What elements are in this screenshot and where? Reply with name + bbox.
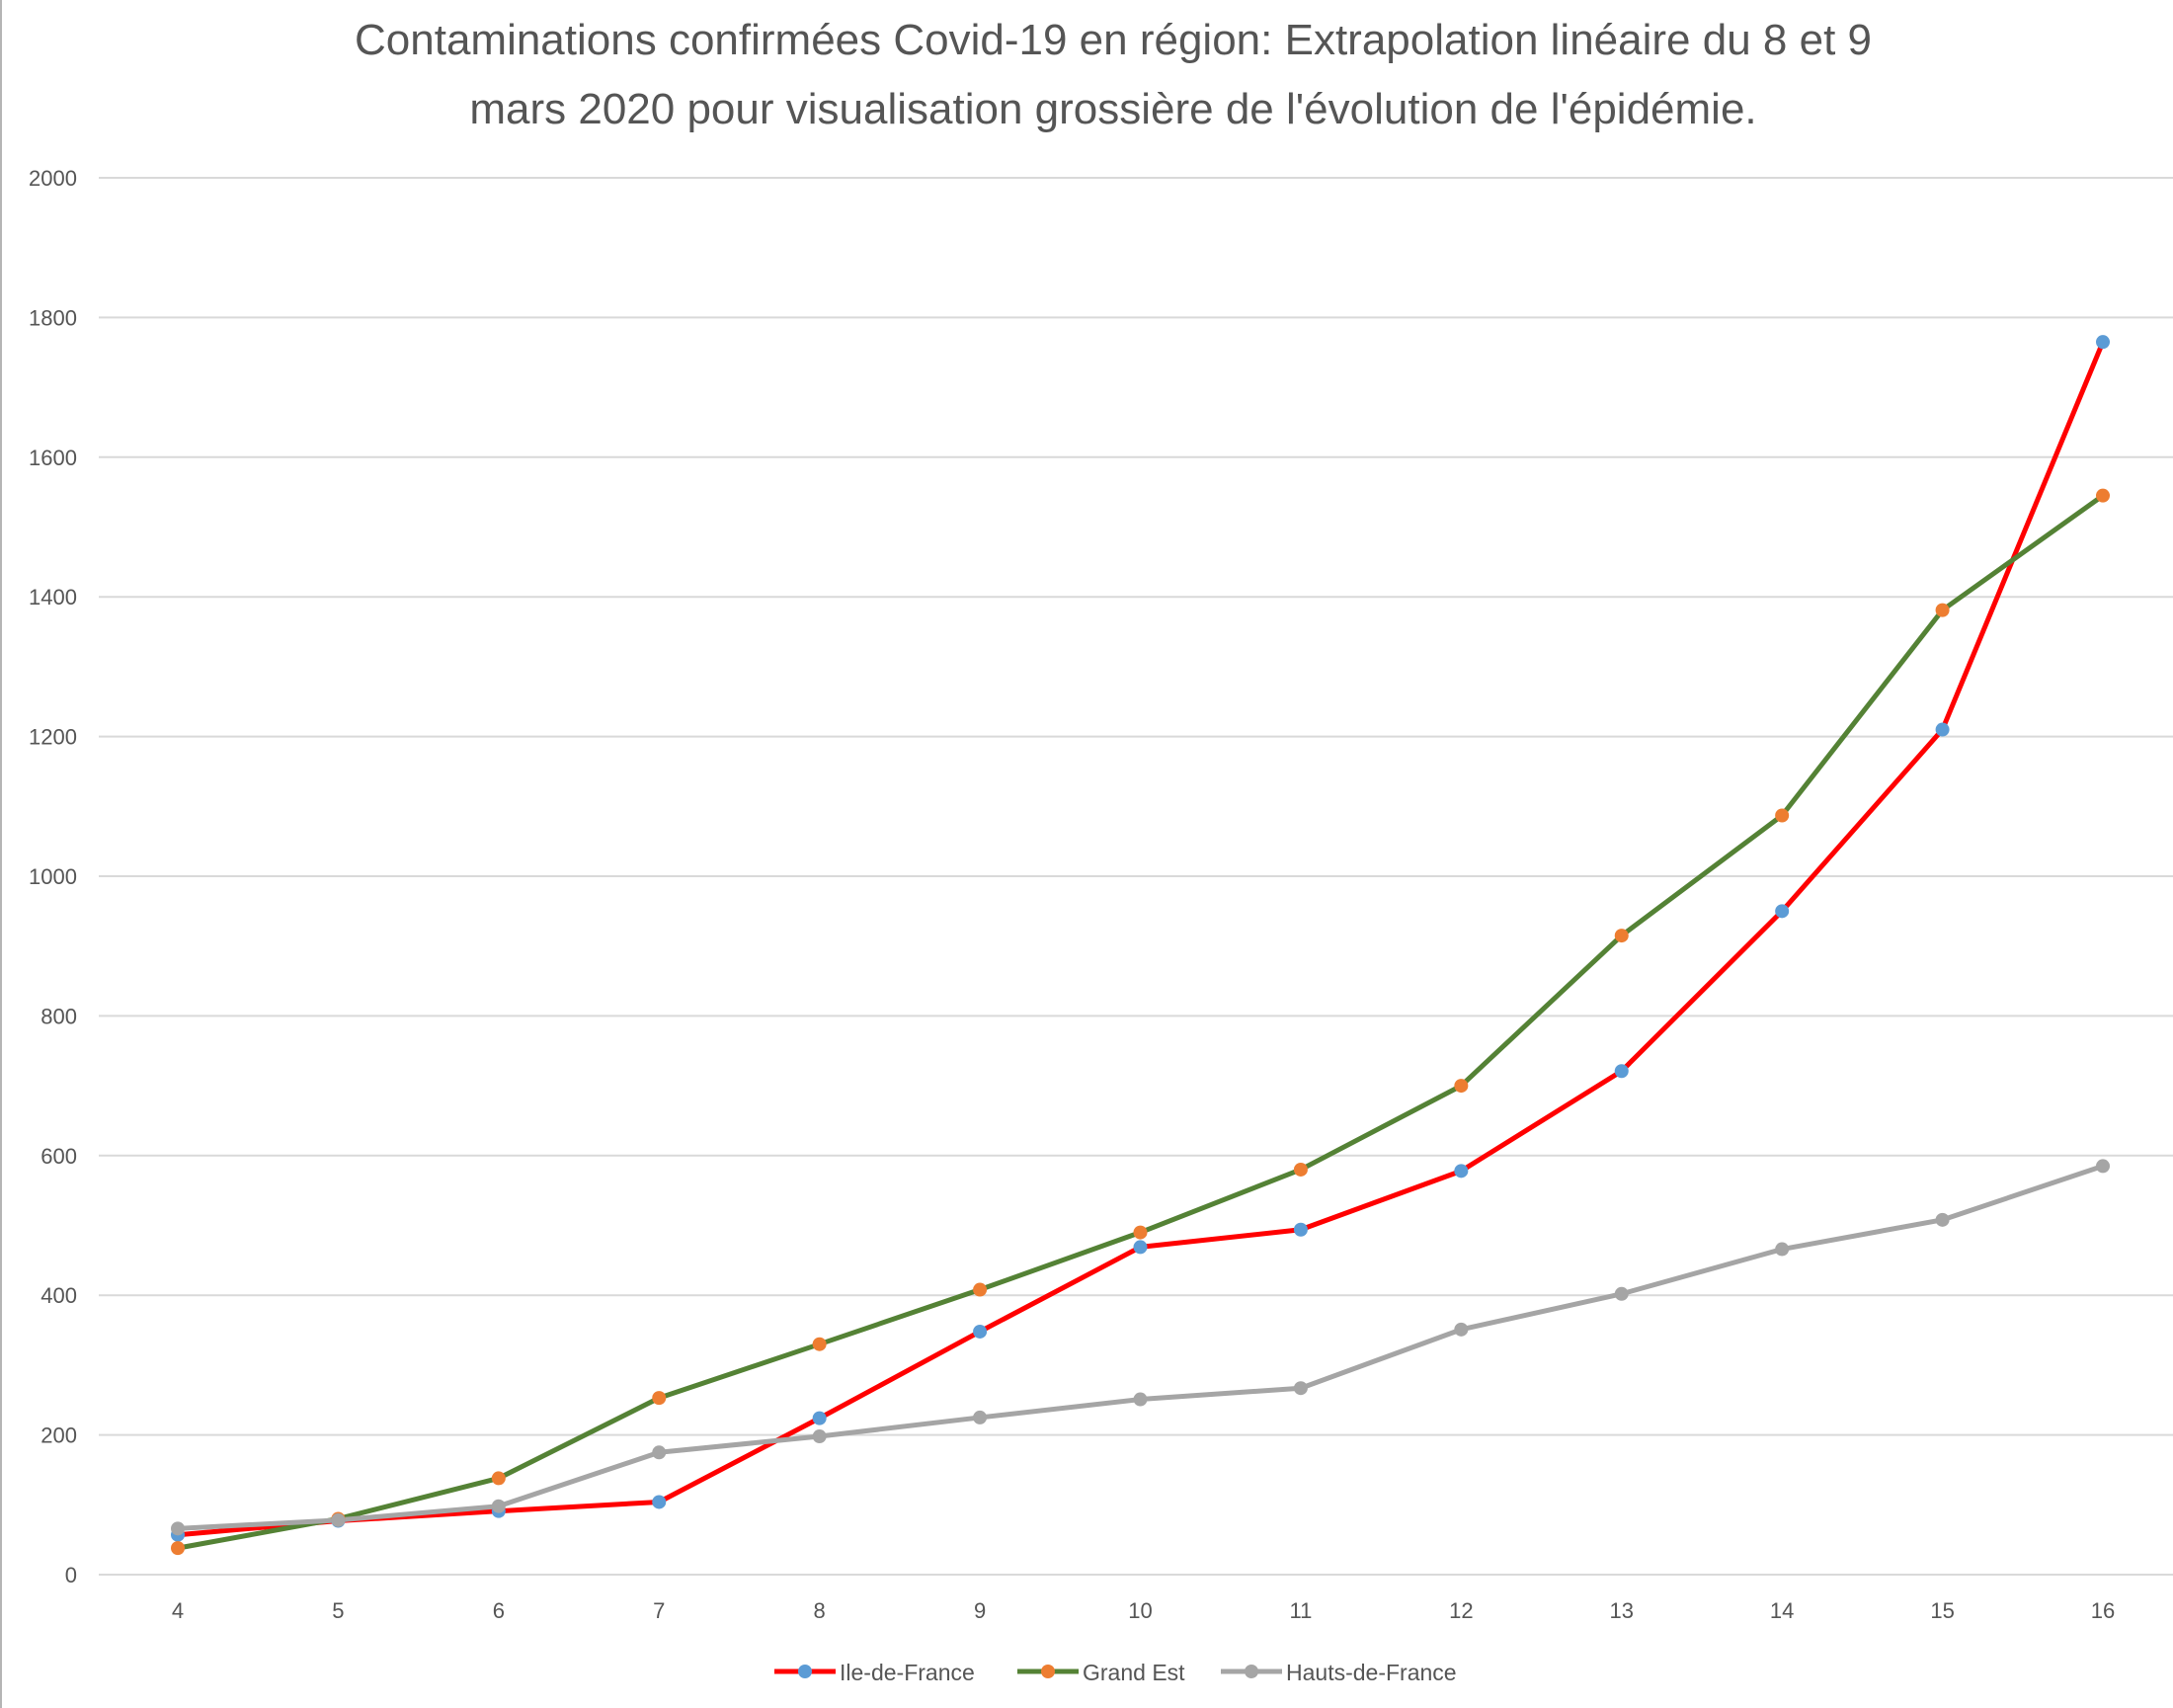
x-tick-label: 14: [1770, 1598, 1794, 1623]
legend-marker-hauts-de-france: [1245, 1665, 1258, 1678]
data-point-grand-est: [2096, 488, 2110, 503]
series-lines: [175, 339, 2106, 1551]
y-tick-label: 600: [40, 1144, 77, 1169]
data-point-grand-est: [171, 1541, 185, 1556]
data-point-ile-de-france: [1614, 1064, 1629, 1079]
y-axis-tick-labels: 0 200 400 600 800 1000 1200 1400 1600 1800 2000: [29, 166, 77, 1587]
data-point-grand-est: [1293, 1162, 1308, 1177]
data-point-hauts-de-france: [1935, 1212, 1950, 1227]
data-point-hauts-de-france: [973, 1410, 988, 1424]
legend-marker-grand-est: [1041, 1665, 1055, 1678]
data-point-ile-de-france: [1775, 904, 1790, 919]
x-axis-tick-labels: 4 5 6 7 8 9 10 11 12 13 14 15 16: [172, 1598, 2115, 1623]
data-point-ile-de-france: [2096, 335, 2110, 350]
y-tick-label: 1600: [29, 446, 77, 470]
data-point-hauts-de-france: [812, 1429, 827, 1444]
chart-title: Contaminations confirmées Covid-19 en ré…: [355, 16, 1872, 64]
data-point-grand-est: [652, 1391, 667, 1406]
legend-label-grand-est: Grand Est: [1083, 1660, 1185, 1685]
x-tick-label: 8: [814, 1598, 826, 1623]
x-tick-label: 10: [1128, 1598, 1152, 1623]
data-point-grand-est: [1614, 929, 1629, 943]
data-point-hauts-de-france: [171, 1521, 185, 1536]
x-tick-label: 9: [974, 1598, 986, 1623]
series-line-grand-est: [175, 493, 2106, 1551]
data-point-hauts-de-france: [1293, 1381, 1308, 1396]
x-tick-label: 15: [1930, 1598, 1954, 1623]
data-point-grand-est: [1935, 603, 1950, 617]
data-point-hauts-de-france: [1614, 1286, 1629, 1301]
y-tick-label: 800: [40, 1004, 77, 1028]
data-point-hauts-de-france: [652, 1445, 667, 1460]
data-point-hauts-de-france: [1133, 1392, 1148, 1407]
chart-subtitle: mars 2020 pour visualisation grossière d…: [469, 85, 1756, 133]
legend-label-ile-de-france: Ile-de-France: [840, 1660, 975, 1685]
series-line-hauts-de-france: [175, 1163, 2106, 1531]
data-point-grand-est: [1133, 1225, 1148, 1240]
left-border-line: [0, 0, 2, 1708]
data-point-hauts-de-france: [491, 1499, 506, 1513]
x-tick-label: 13: [1610, 1598, 1634, 1623]
x-tick-label: 11: [1289, 1598, 1312, 1623]
series-line-ile-de-france: [175, 339, 2106, 1538]
y-tick-label: 1400: [29, 585, 77, 610]
x-tick-label: 16: [2091, 1598, 2115, 1623]
gridlines: [99, 177, 2173, 1576]
x-tick-label: 4: [172, 1598, 184, 1623]
data-point-grand-est: [1454, 1079, 1469, 1094]
data-point-ile-de-france: [973, 1324, 988, 1339]
data-point-ile-de-france: [1133, 1240, 1148, 1255]
legend-marker-ile-de-france: [798, 1665, 812, 1678]
y-tick-label: 400: [40, 1283, 77, 1308]
data-point-ile-de-france: [812, 1411, 827, 1425]
data-point-ile-de-france: [1935, 722, 1950, 737]
data-point-grand-est: [812, 1337, 827, 1351]
data-point-ile-de-france: [1293, 1222, 1308, 1237]
data-point-hauts-de-france: [2096, 1159, 2110, 1174]
y-tick-label: 0: [65, 1563, 77, 1587]
data-point-ile-de-france: [652, 1495, 667, 1509]
data-point-ile-de-france: [1454, 1164, 1469, 1179]
data-point-grand-est: [1775, 808, 1790, 823]
data-point-hauts-de-france: [1454, 1322, 1469, 1337]
legend-label-hauts-de-france: Hauts-de-France: [1286, 1660, 1457, 1685]
data-point-grand-est: [973, 1282, 988, 1297]
y-tick-label: 2000: [29, 166, 77, 191]
y-tick-label: 1200: [29, 725, 77, 750]
data-point-hauts-de-france: [331, 1512, 346, 1527]
data-point-hauts-de-france: [1775, 1242, 1790, 1257]
y-tick-label: 200: [40, 1423, 77, 1448]
data-point-grand-est: [491, 1471, 506, 1486]
y-tick-label: 1800: [29, 305, 77, 330]
x-tick-label: 5: [332, 1598, 344, 1623]
y-tick-label: 1000: [29, 864, 77, 889]
x-tick-label: 7: [653, 1598, 665, 1623]
series-markers: [171, 335, 2110, 1556]
x-tick-label: 12: [1449, 1598, 1473, 1623]
x-tick-label: 6: [493, 1598, 505, 1623]
legend: Ile-de-France Grand Est Hauts-de-France: [774, 1660, 1457, 1685]
